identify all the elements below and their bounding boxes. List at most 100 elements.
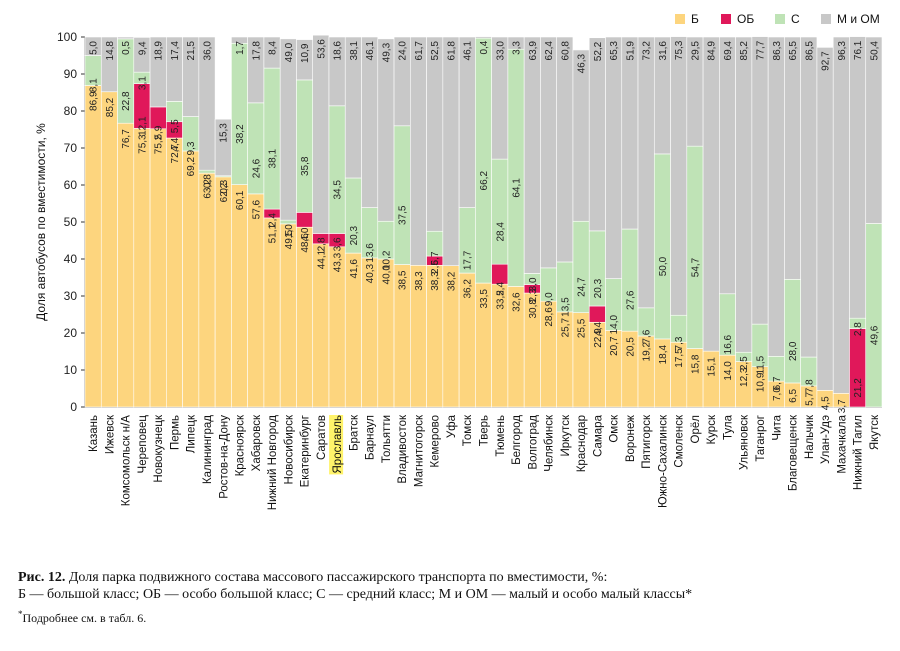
y-tick-label: 60 [64,178,78,192]
x-tick-label: Тюмень [495,415,507,457]
data-label: 33,0 [495,41,506,61]
bar-segment-4 [442,36,460,266]
bar-segment-4 [426,36,444,232]
data-label: 10,9 [300,43,311,63]
data-label: 22,8 [121,91,132,111]
data-label: 15,3 [219,123,230,143]
data-label: 38,2 [446,271,457,291]
bar-segment-1 [133,128,151,408]
data-label: 25,5 [577,318,588,338]
bar-segment-4 [865,36,883,224]
data-label: 37,5 [398,205,409,225]
bar-segment-4 [475,36,492,39]
y-tick-label: 80 [64,104,78,118]
data-label: 54,7 [690,257,701,277]
bars [84,34,883,408]
data-label: 3,6 [333,237,344,251]
y-tick-label: 70 [64,141,78,155]
bar-segment-3 [263,67,281,210]
bar-segment-3 [166,101,183,123]
caption-line2: Б — большой класс; ОБ — особо большой кл… [18,587,693,602]
data-label: 7,8 [804,379,815,393]
bar-segment-1 [279,223,297,408]
bar-segment-3 [686,145,704,349]
bar-segment-4 [556,36,574,263]
x-tick-label: Нальчик [804,414,816,459]
bar-segment-4 [361,36,379,208]
data-label: 17,4 [170,41,181,61]
bar-segment-3 [621,228,639,332]
data-label: 50,0 [658,256,669,276]
data-label: 38,3 [414,271,425,291]
data-label: 7,0 [772,387,783,401]
x-tick-label: Якутск [869,414,881,450]
data-label: 38,3 [430,271,441,291]
legend-swatch [675,14,685,24]
data-label: 24,0 [398,41,409,61]
bar-segment-3 [507,48,525,287]
x-tick-label: Череповец [137,415,149,474]
data-label: 3,1 [137,76,148,90]
data-label: 3,7 [837,399,848,413]
data-label: 51,1 [268,223,279,243]
footnote: *Подробнее см. в табл. 6. [18,609,146,626]
bar-segment-4 [832,36,850,394]
bar-segment-3 [198,169,216,174]
bar-segment-4 [312,34,330,234]
bar-segment-1 [247,193,265,408]
data-label: 0,4 [479,40,490,54]
bar-segment-4 [816,47,834,391]
data-label: 41,6 [349,259,360,279]
data-label: 4,4 [170,137,181,151]
data-label: 5,7 [804,391,815,405]
caption-line1: Доля парка подвижного состава массового … [68,570,608,585]
bar-segment-1 [263,217,281,408]
x-tick-label: Самара [592,414,604,457]
data-label: 10,2 [381,250,392,270]
x-tick-label: Чита [771,414,783,440]
bar-segment-3 [865,223,883,408]
bar-segment-2 [296,212,314,228]
y-tick-label: 90 [64,67,78,81]
x-tick-label: Улан-Удэ [820,415,832,464]
bar-segment-1 [198,172,216,408]
y-tick-label: 0 [70,400,77,414]
data-label: 5,5 [170,119,181,133]
legend-swatch [721,14,731,24]
data-label: 36,0 [202,41,213,61]
data-label: 13,5 [560,297,571,317]
data-label: 6,7 [772,376,783,390]
bar-segment-1 [84,85,102,408]
data-label: 20,5 [625,337,636,357]
x-tick-label: Новокузнецк [153,414,165,483]
y-tick-label: 20 [64,326,78,340]
data-label: 86,9 [89,91,100,111]
data-label: 60,8 [560,41,571,61]
data-label: 16,6 [723,334,734,354]
data-label: 49,6 [869,325,880,345]
bar-segment-4 [279,38,297,221]
data-label: 35,8 [300,156,311,176]
data-label: 21,5 [186,41,197,61]
data-label: 21,2 [853,378,864,398]
x-tick-label: Пятигорск [641,414,653,469]
data-label: 11,5 [756,355,767,374]
bar-segment-1 [182,150,200,408]
data-label: 64,1 [512,178,523,198]
bar-segment-4 [784,36,801,280]
x-tick-label: Новосибирск [283,414,295,484]
data-label: 51,9 [625,41,636,61]
data-label: 38,1 [349,41,360,61]
bar-segment-1 [149,128,167,408]
data-label: 6,5 [788,389,799,403]
data-label: 5,4 [495,282,506,296]
data-label: 5,9 [154,125,165,139]
data-label: 24,7 [577,277,588,297]
data-label: 66,2 [479,171,490,191]
x-tick-label: Липецк [186,414,198,453]
data-label: 29,5 [690,41,701,61]
x-tick-label: Калининград [202,415,214,484]
x-tick-label: Нижний Новгород [267,415,279,511]
data-label: 53,6 [316,39,327,59]
data-label: 63,2 [202,179,213,199]
